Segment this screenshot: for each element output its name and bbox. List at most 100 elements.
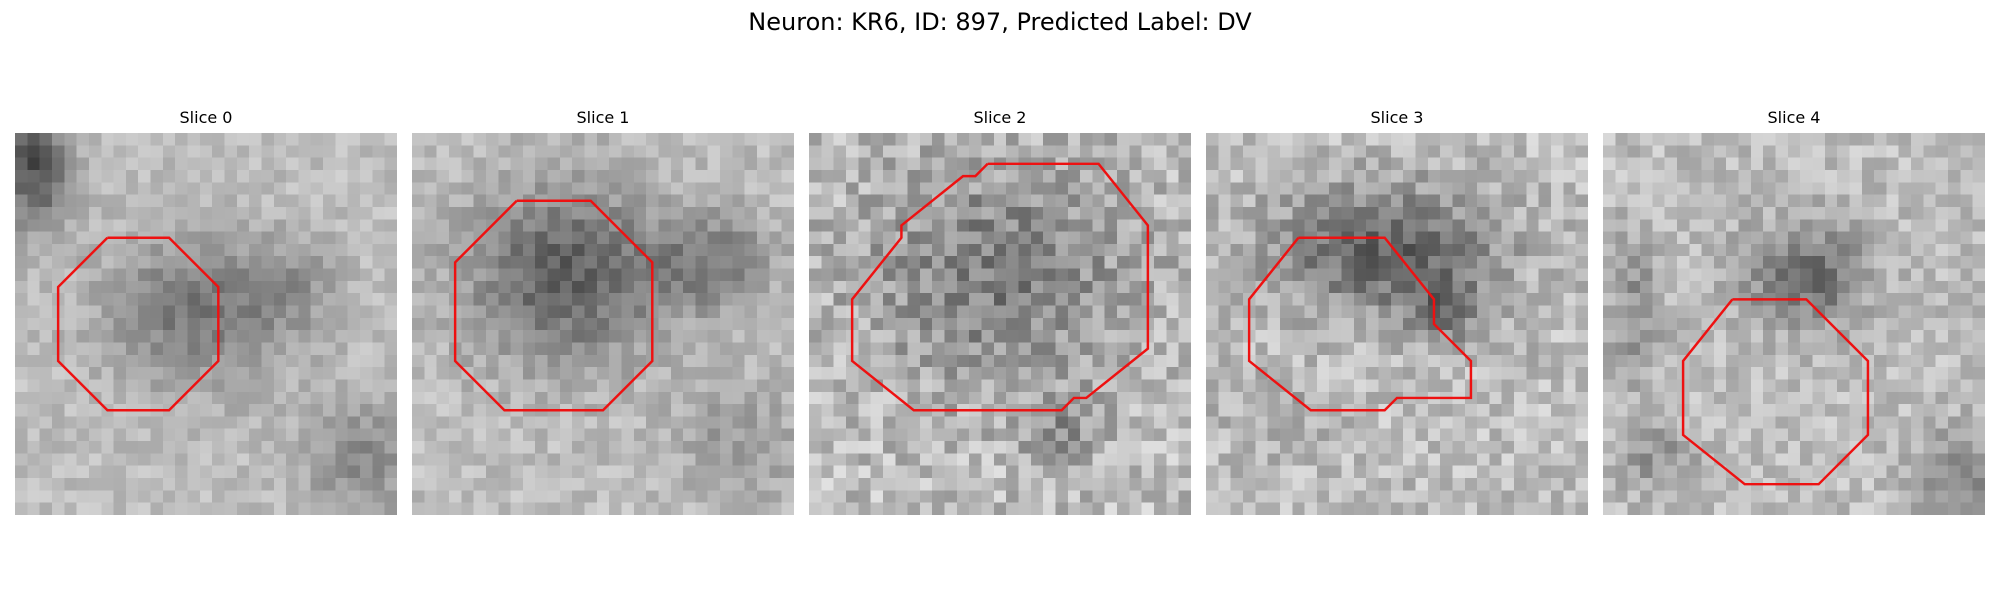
slice-pixels-2 <box>809 133 1191 515</box>
image-pixel <box>101 305 114 319</box>
image-pixel <box>981 317 995 331</box>
image-pixel <box>596 256 610 269</box>
image-pixel <box>833 305 847 319</box>
image-pixel <box>1676 330 1690 343</box>
image-pixel <box>261 428 275 442</box>
image-pixel <box>1166 194 1179 208</box>
image-pixel <box>1018 293 1032 306</box>
image-pixel <box>162 305 176 319</box>
image-pixel <box>1378 416 1392 429</box>
image-pixel <box>1972 182 1985 195</box>
image-pixel <box>969 391 982 405</box>
image-pixel <box>1206 441 1219 454</box>
image-pixel <box>1206 354 1219 368</box>
image-pixel <box>1911 268 1924 282</box>
image-pixel <box>1329 268 1342 282</box>
image-pixel <box>1489 453 1502 466</box>
image-pixel <box>1911 342 1924 356</box>
image-pixel <box>187 391 201 405</box>
image-pixel <box>1738 354 1752 368</box>
image-pixel <box>1390 293 1404 306</box>
image-pixel <box>683 354 696 368</box>
image-pixel <box>1526 206 1539 220</box>
image-pixel <box>1726 465 1739 479</box>
image-pixel <box>1664 145 1678 158</box>
image-pixel <box>1824 231 1838 245</box>
image-pixel <box>1911 354 1924 368</box>
image-pixel <box>187 305 201 319</box>
image-pixel <box>1006 194 1019 208</box>
image-pixel <box>1206 502 1219 515</box>
image-pixel <box>138 354 151 368</box>
image-pixel <box>1526 268 1539 282</box>
image-pixel <box>1129 194 1142 208</box>
image-pixel <box>461 206 474 220</box>
image-pixel <box>1129 502 1142 515</box>
image-pixel <box>833 256 847 269</box>
image-pixel <box>1886 478 1899 491</box>
image-pixel <box>833 293 847 306</box>
image-pixel <box>907 453 921 466</box>
image-pixel <box>1378 133 1392 146</box>
image-pixel <box>473 317 487 331</box>
image-pixel <box>236 133 250 146</box>
image-pixel <box>1787 490 1801 503</box>
image-pixel <box>1701 428 1715 442</box>
image-pixel <box>845 194 859 208</box>
image-pixel <box>1366 391 1379 405</box>
image-pixel <box>1030 379 1044 393</box>
image-pixel <box>1615 231 1628 245</box>
image-pixel <box>535 157 548 171</box>
image-pixel <box>993 317 1007 331</box>
image-pixel <box>1898 145 1912 158</box>
image-pixel <box>821 280 834 294</box>
image-pixel <box>212 367 225 380</box>
image-pixel <box>969 256 982 269</box>
image-pixel <box>1676 317 1690 331</box>
image-pixel <box>1267 219 1281 232</box>
image-pixel <box>1104 404 1118 417</box>
image-pixel <box>895 182 908 195</box>
image-pixel <box>744 317 758 331</box>
image-pixel <box>1415 133 1429 146</box>
image-pixel <box>809 330 822 343</box>
image-pixel <box>1043 502 1056 515</box>
image-pixel <box>1030 502 1044 515</box>
image-pixel <box>1615 404 1628 417</box>
image-pixel <box>1689 169 1702 183</box>
image-pixel <box>175 354 188 368</box>
image-pixel <box>732 342 745 356</box>
image-pixel <box>1960 305 1973 319</box>
image-pixel <box>895 441 908 454</box>
image-pixel <box>732 379 745 393</box>
image-pixel <box>1701 243 1715 257</box>
image-pixel <box>1366 157 1379 171</box>
image-pixel <box>1960 194 1973 208</box>
image-pixel <box>101 465 114 479</box>
image-pixel <box>1689 305 1702 319</box>
image-pixel <box>1080 145 1093 158</box>
image-pixel <box>1849 404 1863 417</box>
image-pixel <box>384 502 397 515</box>
image-pixel <box>1824 478 1838 491</box>
image-pixel <box>1948 231 1961 245</box>
image-pixel <box>1514 231 1527 245</box>
image-pixel <box>199 416 213 429</box>
image-pixel <box>981 219 995 232</box>
image-pixel <box>187 453 201 466</box>
image-pixel <box>1664 416 1678 429</box>
image-pixel <box>1886 145 1899 158</box>
image-pixel <box>1800 330 1813 343</box>
image-pixel <box>498 416 511 429</box>
image-pixel <box>720 441 733 454</box>
image-pixel <box>845 268 859 282</box>
image-pixel <box>1292 133 1305 146</box>
image-pixel <box>907 367 921 380</box>
image-pixel <box>882 243 896 257</box>
image-pixel <box>956 391 970 405</box>
image-pixel <box>1166 169 1179 183</box>
image-pixel <box>646 502 659 515</box>
image-pixel <box>261 379 275 393</box>
image-pixel <box>1218 465 1231 479</box>
image-pixel <box>175 367 188 380</box>
